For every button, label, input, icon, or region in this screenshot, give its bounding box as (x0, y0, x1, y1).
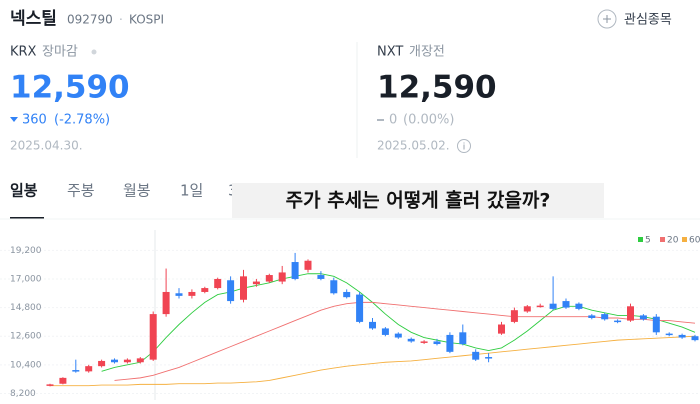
date: 2025.05.02. (377, 139, 450, 153)
candle-body (369, 321, 376, 329)
ma-line (50, 335, 696, 387)
ma-line (101, 273, 696, 372)
candle-body (111, 359, 118, 363)
tab[interactable]: 월봉 (123, 182, 151, 200)
watch-button[interactable]: 관심종목 (597, 9, 672, 29)
candle-body (627, 306, 634, 321)
down-arrow (10, 117, 18, 122)
candle-body (85, 366, 93, 372)
status-dot (91, 49, 97, 55)
candle-body (639, 315, 647, 320)
tab[interactable]: 1일 (180, 182, 203, 200)
candle-body (510, 310, 518, 322)
candle-body (149, 314, 157, 360)
candle-body (278, 272, 286, 282)
candle-body (381, 328, 389, 335)
venue: KRX (10, 45, 37, 60)
candle-body (575, 303, 583, 309)
plus-icon (603, 15, 611, 23)
y-tick-label: 8,200 (10, 389, 36, 399)
price: 12,590 (10, 70, 130, 106)
candle-body (523, 306, 531, 312)
candle-body (678, 334, 686, 338)
y-tick-label: 19,200 (10, 246, 42, 256)
candle-body (214, 278, 222, 289)
candle-body (123, 359, 131, 363)
candle-body (472, 351, 480, 360)
venue: NXT (377, 45, 403, 60)
watch-label: 관심종목 (624, 13, 672, 28)
y-tick-label: 10,400 (10, 360, 42, 370)
stock-name: 넥스틸 (10, 8, 57, 29)
y-tick-label: 12,600 (10, 332, 42, 342)
legend-swatch (638, 237, 643, 242)
candle-body (252, 281, 260, 285)
candle-body (304, 260, 312, 270)
candle-body (536, 305, 544, 308)
price: 12,590 (377, 70, 497, 106)
candle-body (459, 332, 467, 345)
candle-body (175, 293, 183, 296)
separator: · (119, 13, 123, 27)
stock-code: 092790 (67, 13, 113, 27)
candle-body (588, 315, 596, 318)
candle-body (394, 333, 402, 338)
candle-body (59, 377, 67, 384)
candle-body (562, 301, 570, 308)
change: 0 (389, 113, 397, 128)
y-tick-label: 14,800 (10, 303, 42, 313)
candle-body (291, 262, 299, 279)
candle-body (691, 336, 699, 341)
change-pct: (0.00%) (403, 113, 454, 128)
banner-bg (232, 183, 604, 218)
candle-body (601, 314, 609, 320)
ma-line (114, 301, 696, 381)
y-tick-label: 17,000 (10, 274, 42, 284)
candle-body (98, 360, 106, 367)
candle-body (407, 338, 415, 342)
date: 2025.04.30. (10, 139, 83, 153)
status: 개장전 (409, 45, 445, 60)
legend-swatch (682, 237, 687, 242)
candle-body (485, 357, 493, 359)
status: 장마감 (42, 45, 78, 60)
banner: 주가 추세는 어떻게 흘러 갔을까? (286, 189, 551, 212)
candle-body (162, 291, 170, 315)
plus-icon (597, 9, 617, 29)
market: KOSPI (129, 13, 164, 27)
candle-body (652, 316, 660, 333)
candle-body (46, 384, 54, 386)
candle-body (136, 358, 144, 363)
tab[interactable]: 일봉 (10, 182, 38, 200)
candle-body (265, 275, 273, 282)
candle-body (188, 291, 196, 296)
candle-body (330, 280, 338, 294)
candle-body (356, 294, 364, 322)
candle-body (240, 276, 247, 300)
candle-body (446, 334, 454, 352)
legend-label: 60 (689, 236, 700, 246)
candle-body (317, 275, 325, 279)
candle-body (420, 341, 428, 343)
chart: 8,200 10,400 12,600 14,800 17,000 19,200 5 20 60 (0, 230, 700, 400)
change: 360 (22, 113, 47, 128)
candle-body (665, 333, 673, 336)
legend-label: 20 (667, 236, 679, 246)
candle-body (201, 288, 209, 292)
tab[interactable]: 주봉 (67, 182, 95, 200)
candle-body (72, 370, 80, 372)
candle-body (549, 303, 557, 309)
candle-body (227, 280, 235, 302)
candle-body (498, 324, 505, 334)
candle-body (343, 291, 351, 298)
info-icon (457, 139, 471, 153)
candle-body (433, 341, 441, 345)
info-icon: i (463, 143, 466, 153)
legend-label: 5 (645, 236, 651, 246)
change-pct: (-2.78%) (54, 113, 110, 128)
legend-swatch (660, 237, 665, 242)
candle-body (614, 320, 622, 323)
